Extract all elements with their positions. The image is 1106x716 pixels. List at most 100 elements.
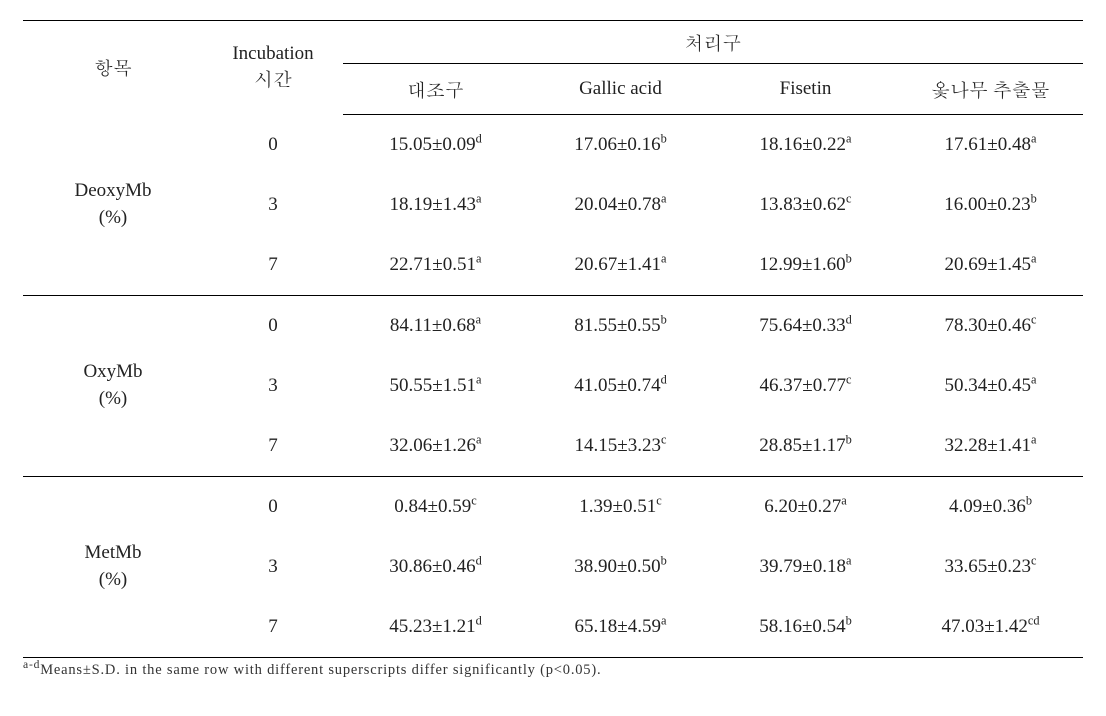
value-superscript: c xyxy=(846,192,851,206)
value-cell: 47.03±1.42cd xyxy=(898,597,1083,658)
value-superscript: a xyxy=(476,192,481,206)
value: 39.79±0.18a xyxy=(760,556,852,578)
value-superscript: c xyxy=(661,433,666,447)
value-superscript: a xyxy=(661,192,666,206)
value-cell: 84.11±0.68a xyxy=(343,296,528,357)
value-superscript: b xyxy=(661,554,667,568)
value: 28.85±1.17b xyxy=(759,435,852,457)
value-cell: 30.86±0.46d xyxy=(343,537,528,597)
value-cell: 18.16±0.22a xyxy=(713,115,898,176)
time-cell: 0 xyxy=(203,296,343,357)
value-cell: 65.18±4.59a xyxy=(528,597,713,658)
value: 18.19±1.43a xyxy=(390,194,482,216)
value-cell: 13.83±0.62c xyxy=(713,175,898,235)
value-cell: 15.05±0.09d xyxy=(343,115,528,176)
value-superscript: d xyxy=(846,313,852,327)
value-cell: 18.19±1.43a xyxy=(343,175,528,235)
value-superscript: a xyxy=(476,373,481,387)
value-superscript: a xyxy=(661,614,666,628)
value-cell: 78.30±0.46c xyxy=(898,296,1083,357)
value-superscript: c xyxy=(656,494,661,508)
value: 12.99±1.60b xyxy=(759,254,852,276)
col-header-group: 처리구 xyxy=(343,21,1083,64)
value-superscript: a xyxy=(476,313,481,327)
value: 84.11±0.68a xyxy=(390,315,481,337)
value-superscript: d xyxy=(661,373,667,387)
value-superscript: b xyxy=(846,252,852,266)
value: 32.28±1.41a xyxy=(945,435,1037,457)
section-label: OxyMb(%) xyxy=(23,296,203,477)
col-header-time-line2: 시간 xyxy=(254,70,292,91)
value-cell: 33.65±0.23c xyxy=(898,537,1083,597)
value-superscript: d xyxy=(476,132,482,146)
value-superscript: a xyxy=(1031,433,1036,447)
value-superscript: b xyxy=(846,614,852,628)
value: 18.16±0.22a xyxy=(760,134,852,156)
value-cell: 12.99±1.60b xyxy=(713,235,898,296)
section-label: MetMb(%) xyxy=(23,477,203,658)
time-cell: 3 xyxy=(203,537,343,597)
value-cell: 17.61±0.48a xyxy=(898,115,1083,176)
value-cell: 58.16±0.54b xyxy=(713,597,898,658)
value: 58.16±0.54b xyxy=(759,616,852,638)
value-cell: 0.84±0.59c xyxy=(343,477,528,538)
value-cell: 20.67±1.41a xyxy=(528,235,713,296)
value: 50.55±1.51a xyxy=(390,375,482,397)
value: 16.00±0.23b xyxy=(944,194,1037,216)
footnote-sup: a-d xyxy=(23,658,40,671)
value-superscript: a xyxy=(1031,373,1036,387)
value-superscript: b xyxy=(1026,494,1032,508)
value-cell: 14.15±3.23c xyxy=(528,416,713,477)
value-cell: 45.23±1.21d xyxy=(343,597,528,658)
value-superscript: a xyxy=(846,132,851,146)
data-table: 항목 Incubation 시간 처리구 대조구 Gallic acid Fis… xyxy=(23,20,1083,658)
value: 32.06±1.26a xyxy=(390,435,482,457)
time-cell: 0 xyxy=(203,477,343,538)
section-label: DeoxyMb(%) xyxy=(23,115,203,296)
value: 65.18±4.59a xyxy=(575,616,667,638)
value: 14.15±3.23c xyxy=(575,435,667,457)
value: 1.39±0.51c xyxy=(579,496,661,518)
value: 41.05±0.74d xyxy=(574,375,667,397)
footnote: a-dMeans±S.D. in the same row with diffe… xyxy=(23,662,1083,679)
col-header-treat-3: 옻나무 추출물 xyxy=(898,64,1083,115)
value-superscript: a xyxy=(476,252,481,266)
value-superscript: b xyxy=(846,433,852,447)
col-header-treat-1: Gallic acid xyxy=(528,64,713,115)
time-cell: 7 xyxy=(203,597,343,658)
value: 4.09±0.36b xyxy=(949,496,1032,518)
value-superscript: c xyxy=(1031,313,1036,327)
value-cell: 16.00±0.23b xyxy=(898,175,1083,235)
value: 81.55±0.55b xyxy=(574,315,667,337)
value: 20.69±1.45a xyxy=(945,254,1037,276)
value-superscript: d xyxy=(476,554,482,568)
value-cell: 41.05±0.74d xyxy=(528,356,713,416)
value-superscript: a xyxy=(476,433,481,447)
time-cell: 3 xyxy=(203,175,343,235)
time-cell: 0 xyxy=(203,115,343,176)
value: 20.67±1.41a xyxy=(575,254,667,276)
time-cell: 7 xyxy=(203,416,343,477)
value-cell: 20.04±0.78a xyxy=(528,175,713,235)
time-cell: 7 xyxy=(203,235,343,296)
footnote-text: Means±S.D. in the same row with differen… xyxy=(40,662,601,678)
value-cell: 46.37±0.77c xyxy=(713,356,898,416)
value-cell: 6.20±0.27a xyxy=(713,477,898,538)
value-superscript: c xyxy=(471,494,476,508)
value: 78.30±0.46c xyxy=(945,315,1037,337)
value-superscript: a xyxy=(1031,252,1036,266)
value-cell: 1.39±0.51c xyxy=(528,477,713,538)
value-superscript: b xyxy=(661,132,667,146)
value: 38.90±0.50b xyxy=(574,556,667,578)
value: 20.04±0.78a xyxy=(575,194,667,216)
value-cell: 39.79±0.18a xyxy=(713,537,898,597)
value-cell: 20.69±1.45a xyxy=(898,235,1083,296)
value-superscript: b xyxy=(661,313,667,327)
value-superscript: d xyxy=(476,614,482,628)
value-superscript: a xyxy=(1031,132,1036,146)
time-cell: 3 xyxy=(203,356,343,416)
value-cell: 38.90±0.50b xyxy=(528,537,713,597)
value-superscript: a xyxy=(846,554,851,568)
value-superscript: a xyxy=(661,252,666,266)
value: 47.03±1.42cd xyxy=(941,616,1039,638)
